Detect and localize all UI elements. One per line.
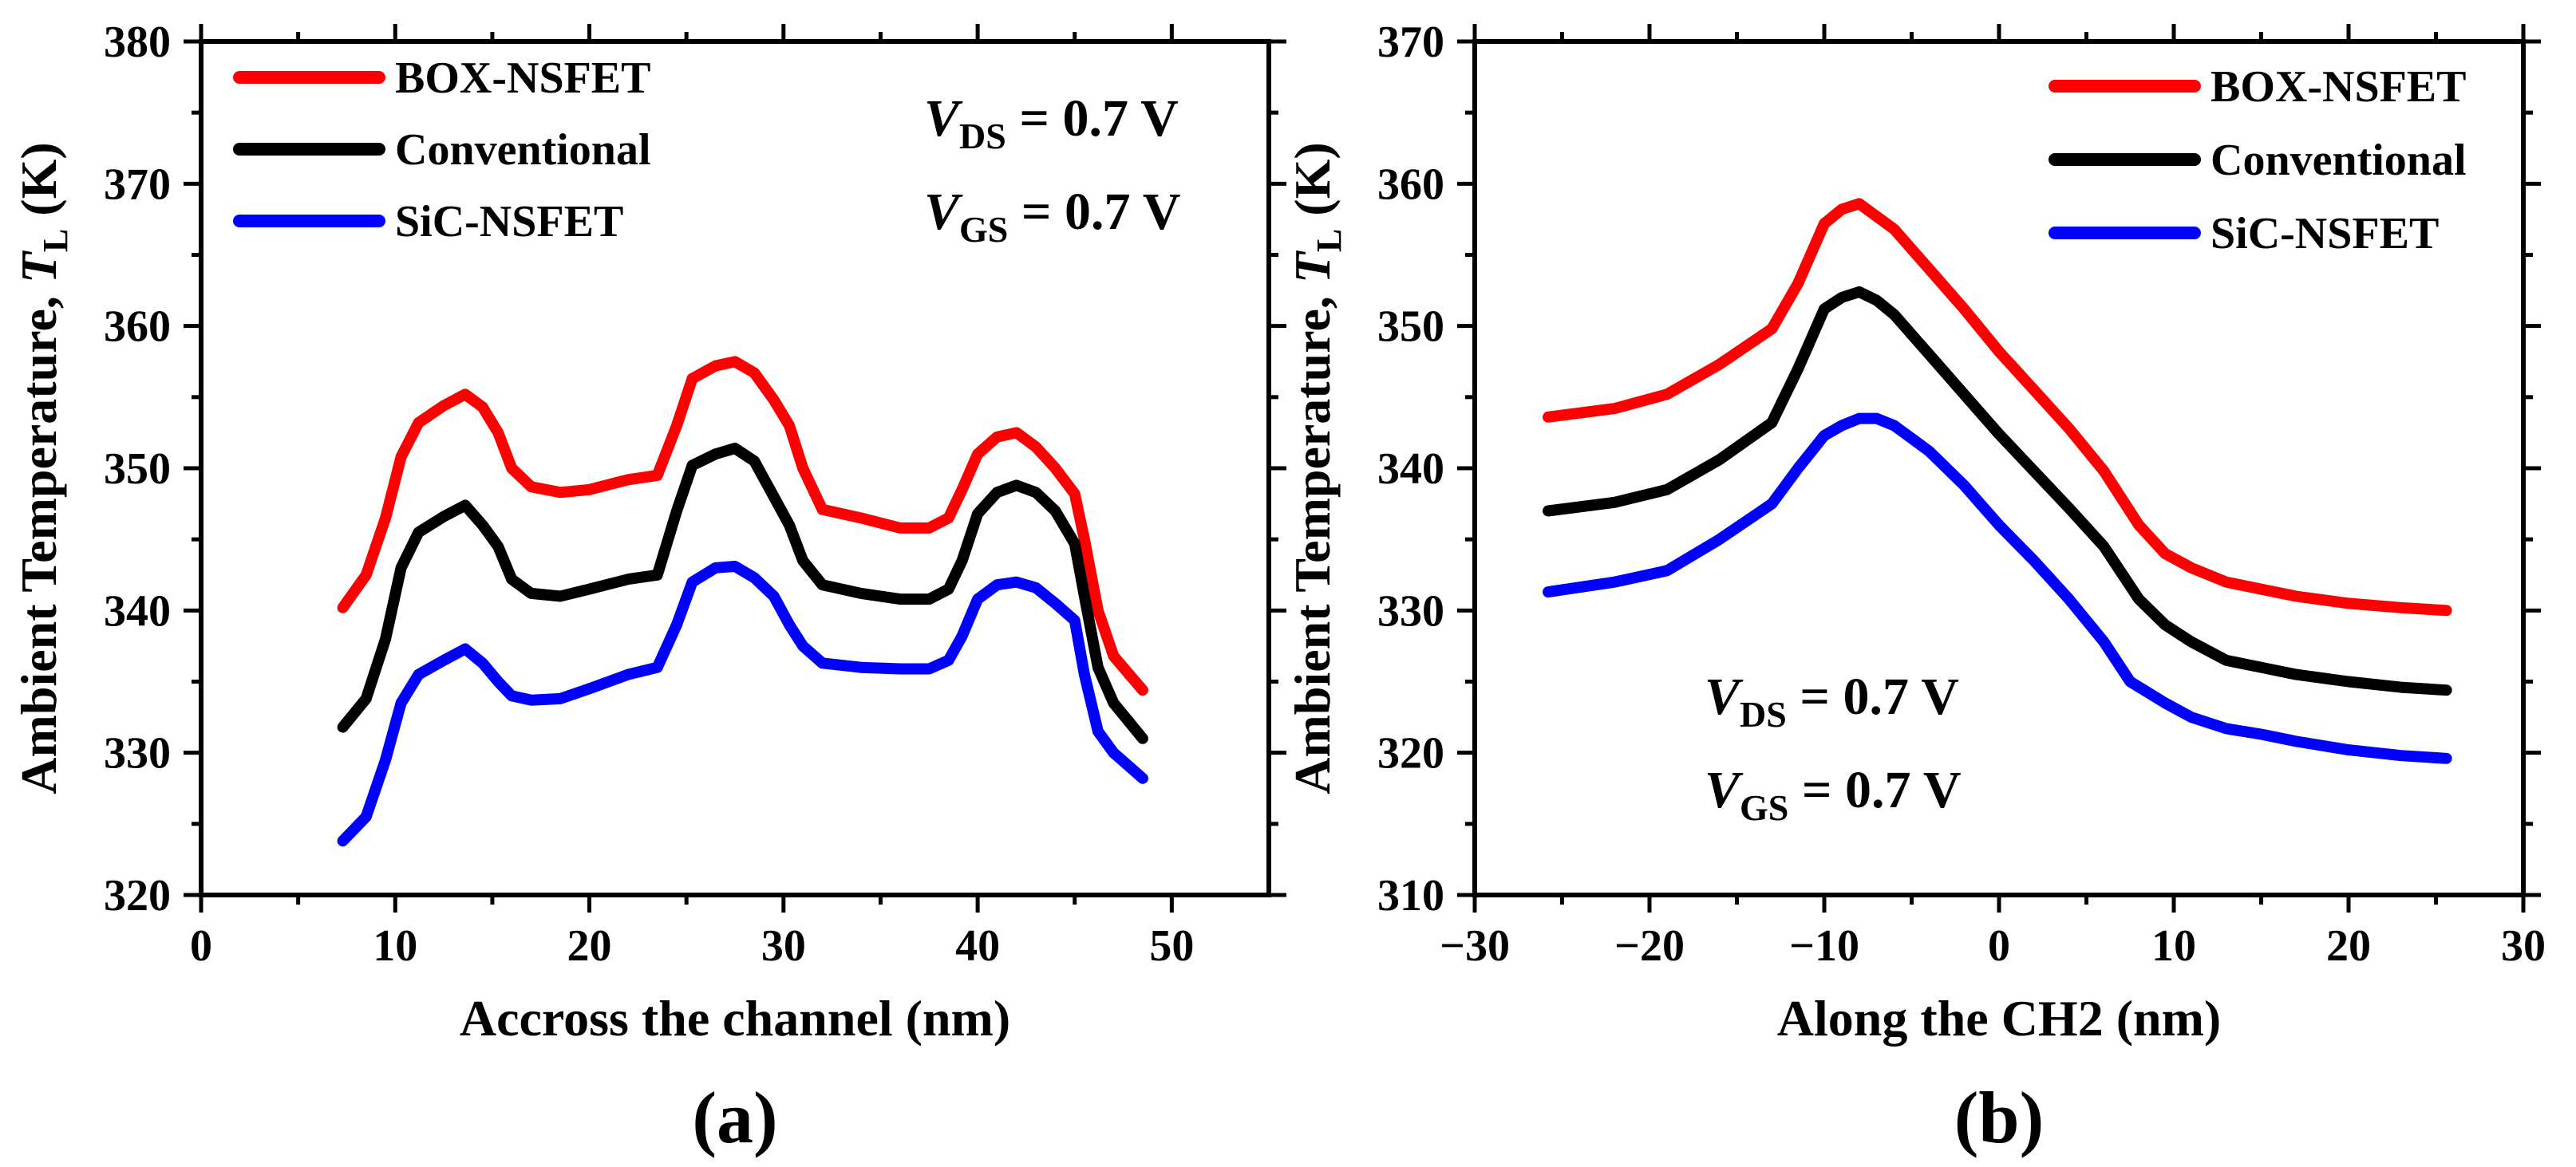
x-tick-label: 30 — [761, 921, 806, 971]
legend: BOX-NSFET Conventional SiC-NSFET — [233, 53, 651, 246]
bias-symbol: V — [924, 183, 963, 241]
panel-label: (b) — [1954, 1077, 2044, 1158]
series-line-sic-nsfet — [1543, 412, 2452, 764]
x-tick-label: −10 — [1789, 921, 1859, 971]
series-line-conventional — [1543, 286, 2452, 696]
x-tick-label: −30 — [1440, 921, 1510, 971]
series-line-box-nsfet — [1543, 198, 2452, 617]
y-tick-label: 380 — [104, 18, 171, 67]
x-tick-label: 10 — [373, 921, 417, 971]
plot-frame — [199, 39, 1271, 897]
series-line-conventional — [337, 443, 1148, 744]
y-tick-label: 340 — [104, 586, 171, 636]
x-axis-title: Along the CH2 (nm) — [1777, 990, 2221, 1047]
y-axis-title-symbol: T — [1284, 250, 1341, 283]
y-tick-label: 360 — [104, 302, 171, 352]
y-axis-title-text: Ambient Temperature, — [10, 283, 67, 794]
y-axis-title: Ambient Temperature, TL (K) — [10, 142, 75, 794]
bias-value: = 0.7 V — [1788, 761, 1961, 819]
bias-condition: VGS = 0.7 V — [1705, 761, 1962, 828]
series-line-sic-nsfet — [337, 561, 1148, 847]
bias-subscript: DS — [959, 116, 1006, 156]
x-tick-label: 20 — [2326, 921, 2371, 971]
bias-condition: VDS = 0.7 V — [1705, 668, 1959, 735]
x-tick-label: 40 — [955, 921, 1000, 971]
y-tick-label: 320 — [104, 871, 171, 921]
bias-condition: VDS = 0.7 V — [924, 89, 1179, 156]
legend-label: SiC-NSFET — [395, 197, 623, 246]
bias-subscript: GS — [1740, 787, 1788, 828]
bias-condition: VGS = 0.7 V — [924, 183, 1181, 250]
bias-symbol: V — [924, 89, 963, 148]
y-tick-label: 370 — [1377, 18, 1444, 67]
x-tick-label: 50 — [1149, 921, 1194, 971]
legend-label: Conventional — [395, 125, 651, 175]
y-tick-label: 370 — [104, 160, 171, 209]
bias-subscript: GS — [959, 209, 1008, 250]
legend-label: SiC-NSFET — [2211, 209, 2439, 258]
y-tick-label: 330 — [1377, 586, 1444, 636]
legend-label: Conventional — [2211, 136, 2467, 185]
x-tick-label: 10 — [2151, 921, 2196, 971]
y-tick-label: 310 — [1377, 871, 1444, 921]
bias-value: = 0.7 V — [1008, 183, 1180, 241]
bias-symbol: V — [1705, 668, 1744, 726]
x-tick-label: 0 — [190, 921, 212, 971]
y-axis-title-subscript: L — [36, 229, 75, 252]
series-line-box-nsfet — [337, 356, 1148, 696]
x-tick-label: 20 — [567, 921, 612, 971]
y-axis-title-subscript: L — [1310, 229, 1349, 252]
y-axis-title-unit: (K) — [1284, 142, 1341, 228]
y-axis-title-symbol: T — [10, 250, 67, 283]
x-tick-label: 0 — [1988, 921, 2010, 971]
bias-value: = 0.7 V — [1006, 89, 1179, 148]
x-axis-title: Accross the channel (nm) — [460, 990, 1010, 1047]
y-tick-label: 330 — [104, 729, 171, 779]
y-tick-label: 350 — [1377, 302, 1444, 352]
y-tick-label: 360 — [1377, 160, 1444, 209]
bias-symbol: V — [1705, 761, 1744, 819]
bias-value: = 0.7 V — [1787, 668, 1959, 726]
y-tick-label: 350 — [104, 444, 171, 494]
x-tick-label: 30 — [2501, 921, 2546, 971]
y-axis-title-text: Ambient Temperature, — [1284, 283, 1341, 794]
legend-label: BOX-NSFET — [395, 53, 651, 103]
y-tick-label: 320 — [1377, 729, 1444, 779]
y-tick-label: 340 — [1377, 444, 1444, 494]
x-tick-label: −20 — [1614, 921, 1685, 971]
y-axis-title-unit: (K) — [10, 142, 67, 228]
chart-panel-b: −30 −20 −10 0 10 20 30 310 320 330 340 350 360 370 Alo… — [1284, 18, 2546, 1158]
chart-panel-a: 0 10 20 30 40 50 320 330 340 350 360 370 380 Accross … — [10, 18, 1286, 1158]
legend: BOX-NSFET Conventional SiC-NSFET — [2049, 62, 2467, 258]
legend-label: BOX-NSFET — [2211, 62, 2467, 112]
bias-subscript: DS — [1740, 694, 1787, 735]
y-axis-title: Ambient Temperature, TL (K) — [1284, 142, 1349, 794]
panel-label: (a) — [692, 1077, 777, 1158]
